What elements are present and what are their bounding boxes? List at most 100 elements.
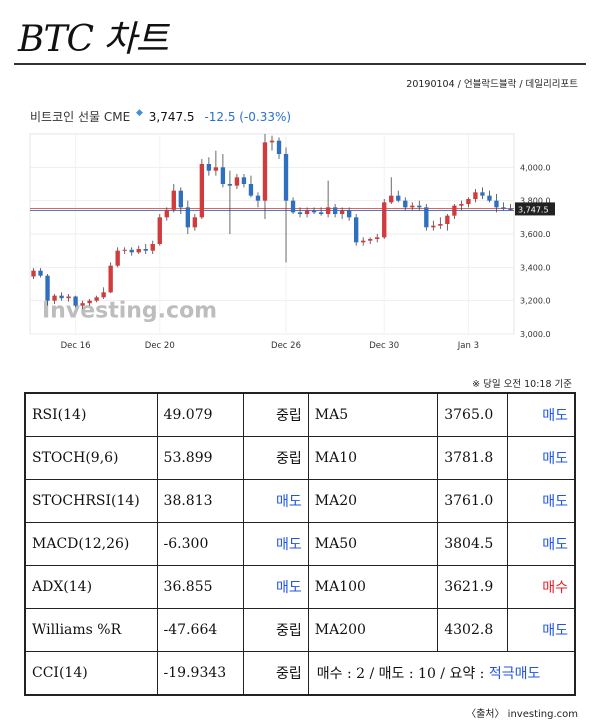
candle-body [325, 207, 331, 214]
instrument-name: 비트코인 선물 CME [30, 110, 131, 124]
candle-body [73, 296, 78, 306]
indicator-action: 매도 [242, 522, 309, 566]
candle-body [143, 249, 148, 251]
instrument-change: -12.5 (-0.33%) [204, 110, 292, 124]
indicator-action: 매도 [242, 479, 309, 523]
ma-value: 3761.0 [437, 479, 508, 523]
ma-name: MA10 [307, 436, 439, 480]
candle-body [368, 239, 373, 241]
candle-body [403, 200, 408, 208]
indicator-value: -19.9343 [156, 651, 244, 696]
indicator-row: STOCHRSI(14) 38.813 매도 MA20 3761.0 매도 [24, 479, 576, 523]
candle-body [396, 195, 401, 201]
ma-action: 매도 [506, 436, 576, 480]
indicator-row: ADX(14) 36.855 매도 MA100 3621.9 매수 [24, 565, 576, 609]
candle-body [157, 217, 162, 244]
candle-body [353, 217, 359, 243]
candle-body [332, 207, 338, 214]
title-divider [14, 63, 586, 65]
indicator-value: 49.079 [156, 392, 244, 437]
indicator-table: RSI(14) 49.079 중립 MA5 3765.0 매도 STOCH(9,6) 53.8… [24, 392, 576, 696]
indicator-table-body: RSI(14) 49.079 중립 MA5 3765.0 매도 STOCH(9,6) 53.8… [24, 392, 576, 696]
indicator-name: ADX(14) [24, 565, 158, 609]
summary-result: 적극매도 [488, 666, 541, 682]
candle-body [108, 265, 113, 293]
candle-body [199, 164, 205, 218]
indicator-row: MACD(12,26) -6.300 매도 MA50 3804.5 매도 [24, 522, 576, 566]
candle-body [87, 300, 92, 304]
candle-body [171, 190, 176, 210]
x-tick-label: Dec 30 [369, 341, 399, 351]
candle-body [241, 177, 247, 184]
candle-body [122, 249, 127, 251]
ma-action: 매도 [506, 608, 576, 652]
candle-body [494, 200, 499, 208]
candle-body [66, 296, 71, 299]
candle-body [185, 207, 191, 228]
ma-action: 매수 [506, 565, 576, 609]
candle-body [45, 275, 50, 301]
candle-body [38, 270, 43, 276]
x-tick-label: Dec 20 [145, 341, 175, 351]
candle-body [290, 200, 296, 213]
candle-body [452, 205, 457, 216]
indicator-value: -6.300 [156, 522, 244, 566]
ma-value: 3765.0 [437, 392, 508, 437]
candle-body [346, 210, 352, 218]
indicator-action: 매도 [242, 565, 309, 609]
indicator-name: STOCHRSI(14) [24, 479, 158, 523]
ma-value: 3781.8 [437, 436, 508, 480]
candle-body [276, 140, 282, 154]
ma-action: 매도 [506, 479, 576, 523]
candle-body [178, 190, 183, 208]
candle-body [164, 209, 169, 218]
ma-name: MA20 [307, 479, 439, 523]
x-tick-label: Dec 26 [271, 341, 301, 351]
candle-body [283, 154, 289, 201]
ma-name: MA200 [307, 608, 439, 652]
indicator-name: CCI(14) [24, 651, 158, 696]
candle-body [31, 270, 36, 277]
candle-body [248, 184, 254, 196]
candle-body [473, 192, 478, 199]
ma-value: 3804.5 [437, 522, 508, 566]
candle-body [459, 204, 464, 206]
candle-body [375, 237, 380, 239]
candlestick-chart: 3,000.0 3,200.0 3,400.0 3,600.0 3,800.0 4,000… [29, 133, 555, 351]
candle-body [192, 217, 198, 228]
candle-body [318, 212, 324, 214]
candle-body [94, 297, 99, 301]
y-tick-label: 3,800.0 [520, 197, 551, 206]
candle-body [80, 303, 85, 306]
ma-value: 4302.8 [437, 608, 508, 652]
indicator-row: CCI(14) -19.9343 중립 매수 : 2 / 매도 : 10 / 요약 :… [24, 651, 576, 696]
candle-body [136, 249, 141, 253]
candle-body [227, 184, 233, 186]
candle-body [255, 195, 261, 201]
candle-body [361, 240, 366, 243]
indicator-action: 중립 [242, 392, 309, 437]
candle-body [101, 292, 106, 298]
candle-body [311, 210, 317, 213]
instrument-price: 3,747.5 [148, 110, 195, 124]
indicator-value: 36.855 [156, 565, 244, 609]
indicator-name: STOCH(9,6) [24, 436, 158, 480]
report-subtitle: 20190104 / 언블락드블락 / 데일리리포트 [406, 79, 578, 90]
candle-body [480, 192, 485, 196]
ma-value: 3621.9 [437, 565, 508, 609]
chart-header: 비트코인 선물 CME ◆ 3,747.5 -12.5 (-0.33%) [30, 108, 291, 125]
indicator-action: 중립 [242, 436, 309, 480]
candle-body [431, 225, 436, 228]
candle-body [389, 195, 394, 203]
x-tick-label: Jan 3 [457, 341, 479, 351]
candle-body [445, 215, 450, 224]
candle-body [115, 250, 120, 266]
live-indicator-icon: ◆ [136, 108, 143, 118]
y-tick-label: 4,000.0 [520, 163, 551, 172]
y-tick-label: 3,400.0 [520, 263, 551, 272]
candle-body [487, 195, 492, 201]
ma-name: MA50 [307, 522, 439, 566]
last-price-box [515, 202, 555, 216]
x-tick-label: Dec 16 [61, 341, 91, 351]
candle-body [206, 164, 212, 171]
